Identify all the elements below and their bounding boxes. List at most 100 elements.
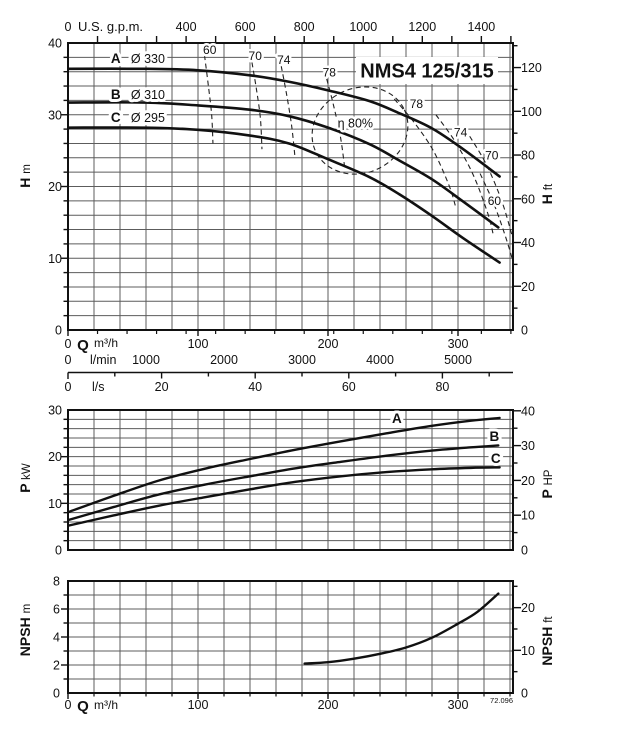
y-right-tick-label: 40	[521, 236, 535, 250]
head-curves	[68, 67, 501, 264]
ls-tick-label: 40	[248, 380, 262, 394]
y-left-tick-label: 10	[48, 252, 62, 266]
efficiency-contours	[203, 55, 513, 264]
efficiency-label-60: 60	[203, 43, 217, 57]
m3h-tick-label: 300	[448, 337, 469, 351]
power-chart: 0 10 20 30 0 10 20 30 40 P kW P HP A BC	[17, 404, 555, 558]
power-curve-C	[68, 466, 501, 527]
npsh-curves	[303, 592, 500, 665]
y-right-tick-label: 80	[521, 149, 535, 163]
curve-letter-C: C	[111, 110, 121, 125]
efficiency-label-78: 78	[410, 97, 424, 111]
y-left-tick-label: 0	[55, 544, 62, 558]
lmin-tick-label: 4000	[366, 353, 394, 367]
curve-letter-A: A	[111, 51, 121, 66]
gpm-tick-label: 1000	[349, 20, 377, 34]
y-left-tick-label: 2	[53, 659, 60, 673]
y-right-tick-label: 20	[521, 601, 535, 615]
m3h-tick-label: 100	[188, 337, 209, 351]
npsh-curve	[303, 592, 500, 665]
npsh-x-tick-label: 200	[318, 698, 339, 712]
lmin-axis-unit: l/min	[90, 353, 116, 367]
power-plot-border	[67, 409, 514, 551]
power-curve-B	[68, 444, 500, 522]
y-right-tick-label: 20	[521, 474, 535, 488]
npsh-chart: 0 2 4 6 8 0 10 20 NPSH m NPSH ft 0 100 200 300 Q m³/h 72…	[17, 575, 555, 716]
y-left-tick-label: 0	[53, 687, 60, 701]
title-backdrop	[356, 57, 498, 84]
ls-tick-label: 80	[435, 380, 449, 394]
y-left-tick-label: 0	[55, 324, 62, 338]
ls-axis-unit: l/s	[92, 380, 105, 394]
head-curve-A	[68, 67, 501, 178]
y-left-tick-label: 40	[48, 37, 62, 51]
ls-tick-label: 0	[65, 380, 72, 394]
efficiency-label-70: 70	[485, 149, 499, 163]
power-curve-letter-B: B	[490, 429, 500, 444]
head-grid	[68, 43, 513, 330]
m3h-tick-label: 200	[318, 337, 339, 351]
y-left-tick-label: 20	[48, 450, 62, 464]
npsh-x-tick-label: 0	[65, 698, 72, 712]
power-curve-letter-A: A	[392, 411, 402, 426]
y-right-tick-label: 40	[521, 404, 535, 418]
y-left-tick-label: 20	[48, 180, 62, 194]
gpm-tick-label: 800	[294, 20, 315, 34]
efficiency-label-74: 74	[277, 53, 291, 67]
y-right-tick-label: 0	[521, 324, 528, 338]
npsh-m-axis-title: NPSH m	[17, 604, 33, 656]
npsh-q-axis-symbol: Q	[77, 698, 89, 715]
efficiency-curve-60	[203, 55, 214, 144]
best-efficiency-label: η 80%	[338, 116, 373, 130]
npsh-ft-axis-title: NPSH ft	[539, 616, 555, 666]
gpm-tick-label: 400	[176, 20, 197, 34]
lmin-tick-label: 2000	[210, 353, 238, 367]
y-right-tick-label: 20	[521, 280, 535, 294]
efficiency-curve-74	[280, 65, 296, 158]
y-right-tick-label: 10	[521, 509, 535, 523]
y-right-tick-label: 0	[521, 687, 528, 701]
power-grid	[68, 410, 513, 550]
y-right-tick-label: 60	[521, 192, 535, 206]
ls-tick-label: 20	[155, 380, 169, 394]
efficiency-curve-60	[479, 173, 513, 264]
power-curve-letter-C: C	[491, 451, 501, 466]
p-hp-axis-title: P HP	[539, 469, 555, 498]
impeller-diameter-A: Ø 330	[131, 52, 165, 66]
efficiency-label-74: 74	[454, 126, 468, 140]
lmin-tick-label: 5000	[444, 353, 472, 367]
document-code: 72.096	[490, 696, 513, 705]
gpm-axis-unit: U.S. g.p.m.	[78, 19, 143, 34]
y-left-tick-label: 30	[48, 108, 62, 122]
curve-letter-B: B	[111, 87, 121, 102]
y-left-tick-label: 8	[53, 575, 60, 589]
gpm-tick-label: 600	[235, 20, 256, 34]
lmin-tick-label: 1000	[132, 353, 160, 367]
m3h-tick-label: 0	[65, 337, 72, 351]
ls-tick-label: 60	[342, 380, 356, 394]
npsh-x-tick-label: 300	[448, 698, 469, 712]
impeller-diameter-C: Ø 295	[131, 111, 165, 125]
p-kw-axis-title: P kW	[17, 463, 33, 493]
y-left-tick-label: 10	[48, 497, 62, 511]
y-right-tick-label: 100	[521, 105, 542, 119]
y-right-tick-label: 10	[521, 644, 535, 658]
efficiency-label-60: 60	[488, 194, 502, 208]
gpm-tick-label: 1400	[467, 20, 495, 34]
y-left-tick-label: 4	[53, 631, 60, 645]
m3h-axis-unit: m³/h	[94, 336, 118, 350]
lmin-tick-label: 3000	[288, 353, 316, 367]
q-axis-symbol: Q	[77, 337, 89, 354]
gpm-tick-label: 1200	[408, 20, 436, 34]
power-curve-A	[68, 416, 501, 514]
head-curve-B	[68, 101, 500, 229]
best-efficiency-contour	[311, 86, 409, 175]
chart-title: NMS4 125/315	[360, 61, 493, 83]
npsh-x-tick-label: 100	[188, 698, 209, 712]
h-m-axis-title: H m	[17, 164, 33, 188]
npsh-m3h-axis-unit: m³/h	[94, 698, 118, 712]
y-left-tick-label: 6	[53, 603, 60, 617]
y-right-tick-label: 0	[521, 544, 528, 558]
